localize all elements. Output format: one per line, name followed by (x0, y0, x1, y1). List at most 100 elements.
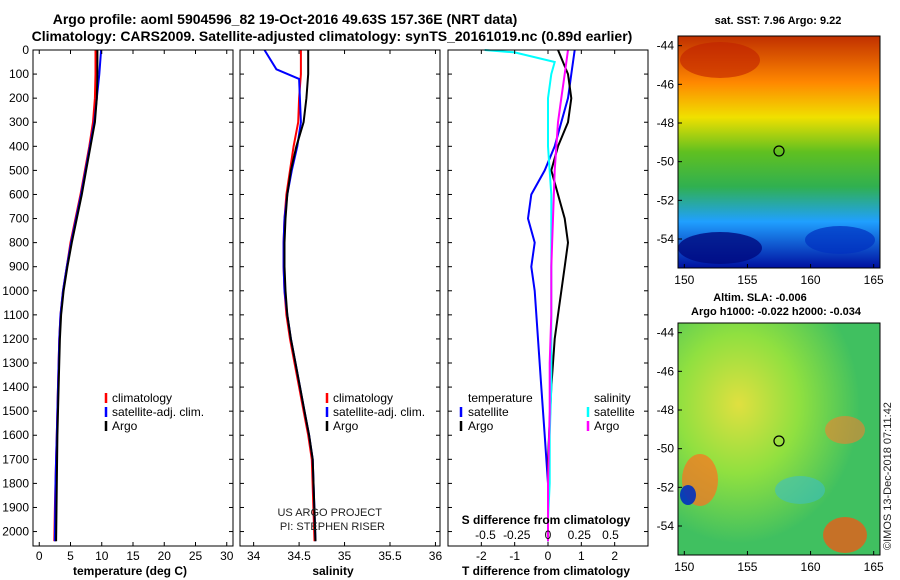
x-tick-label: 35 (338, 549, 352, 563)
series-line-temperature-argo (547, 49, 573, 542)
map-y-tick-label: -46 (657, 77, 675, 91)
depth-tick-label: 1800 (2, 476, 29, 490)
sst-map (677, 35, 881, 269)
legend-label: Argo (468, 419, 494, 433)
sla-argo-location-marker (773, 435, 785, 447)
x-tick-label: 35.5 (378, 549, 402, 563)
legend-label: climatology (333, 391, 393, 405)
s-tick-label: 0.5 (602, 528, 619, 542)
depth-tick-label: 700 (9, 212, 29, 226)
legend-label: satellite-adj. clim. (333, 405, 425, 419)
figure-title-line1: Argo profile: aoml 5904596_82 19-Oct-201… (53, 11, 518, 27)
legend-label: satellite (468, 405, 509, 419)
map-x-tick-label: 155 (737, 560, 757, 574)
legend-label: climatology (112, 391, 172, 405)
map-y-tick-label: -44 (657, 39, 675, 53)
sst-warm-patch (680, 42, 760, 78)
legend-label: satellite (594, 405, 635, 419)
sla-low-1 (680, 485, 696, 505)
x-tick-label: 25 (189, 549, 203, 563)
sla-high-3 (825, 416, 865, 444)
series-line-climatology (282, 50, 316, 542)
sst-map-frame (677, 35, 881, 269)
map-x-tick-label: 165 (864, 560, 884, 574)
depth-tick-label: 2000 (2, 525, 29, 539)
x-tick-label: 15 (126, 549, 140, 563)
sst-cold-patch (678, 232, 762, 264)
x-tick-label: 0 (545, 549, 552, 563)
sla-map-title1: Altim. SLA: -0.006 (713, 292, 807, 304)
depth-tick-label: 400 (9, 139, 29, 153)
difference-panel: -2 -1 0 1 2temperaturesatelliteArgosalinitys… (447, 49, 649, 563)
depth-tick-label: 300 (9, 115, 29, 129)
map-x-tick-label: 155 (737, 273, 757, 287)
sst-map-title: sat. SST: 7.96 Argo: 9.22 (715, 15, 842, 27)
sla-high-2 (823, 517, 867, 553)
project-credit: US ARGO PROJECT (277, 507, 382, 519)
x-tick-label: -2 (476, 549, 487, 563)
x-tick-label: 10 (95, 549, 109, 563)
map-x-tick-label: 160 (801, 273, 821, 287)
map-y-tick-label: -54 (657, 232, 675, 246)
legend-label: Argo (112, 419, 138, 433)
legend-label: Argo (333, 419, 359, 433)
s-tick-label: 0.25 (568, 528, 592, 542)
temperature-xlabel: temperature (deg C) (73, 564, 187, 578)
map-y-tick-label: -50 (657, 442, 675, 456)
map-y-tick-label: -52 (657, 480, 675, 494)
depth-tick-label: 1600 (2, 428, 29, 442)
depth-tick-label: 1500 (2, 404, 29, 418)
depth-tick-label: 1700 (2, 452, 29, 466)
sst-argo-location-marker (773, 145, 785, 157)
depth-tick-label: 800 (9, 236, 29, 250)
depth-tick-label: 1000 (2, 284, 29, 298)
series-line-argo (55, 50, 99, 542)
map-y-tick-label: -50 (657, 155, 675, 169)
map-x-tick-label: 160 (801, 560, 821, 574)
depth-tick-label: 1300 (2, 356, 29, 370)
figure-title-line2: Climatology: CARS2009. Satellite-adjuste… (32, 28, 633, 44)
map-x-tick-label: 165 (864, 273, 884, 287)
x-tick-label: 36 (429, 549, 443, 563)
panel-frame (239, 49, 441, 547)
x-tick-label: -1 (509, 549, 520, 563)
legend-label: Argo (594, 419, 620, 433)
legend-label: satellite-adj. clim. (112, 405, 204, 419)
series-line-satellite-adj-clim- (263, 49, 317, 542)
x-tick-label: 34.5 (287, 549, 311, 563)
series-line-salinity-satellite (484, 49, 556, 542)
x-tick-label: 1 (578, 549, 585, 563)
sla-map (677, 322, 881, 556)
map-y-tick-label: -48 (657, 403, 675, 417)
s-difference-label: S difference from climatology (462, 513, 631, 527)
x-tick-label: 34 (247, 549, 261, 563)
salinity-panel: 34 34.5 35 35.5 36 climatologysatellite-adj. … (239, 49, 443, 563)
series-line-climatology (53, 50, 97, 542)
map-y-tick-label: -54 (657, 519, 675, 533)
sst-map-ticks: -44 -46 -48 -50 -52 -54 150 155 160 165 (657, 39, 884, 287)
depth-tick-label: 500 (9, 163, 29, 177)
x-tick-label: 0 (36, 549, 43, 563)
series-line-salinity-argo (547, 49, 569, 542)
series-line-argo (283, 50, 317, 542)
depth-tick-label: 1100 (3, 308, 29, 322)
x-tick-label: 5 (67, 549, 74, 563)
map-x-tick-label: 150 (674, 560, 694, 574)
depth-tick-label: 1900 (2, 500, 29, 514)
depth-tick-label: 100 (9, 67, 29, 81)
legend-title-temperature: temperature (468, 391, 533, 405)
sst-cold-patch-2 (805, 226, 875, 254)
imos-timestamp: ©IMOS 13-Dec-2018 07:11:42 (882, 402, 894, 550)
s-tick-label: 0 (545, 528, 552, 542)
sla-map-frame (677, 322, 881, 556)
depth-tick-label: 1200 (2, 332, 29, 346)
pi-credit: PI: STEPHEN RISER (280, 521, 385, 533)
legend-title-salinity: salinity (594, 391, 631, 405)
depth-tick-label: 0 (22, 43, 29, 57)
sla-map-ticks: -44 -46 -48 -50 -52 -54 150 155 160 165 (657, 326, 884, 574)
depth-tick-label: 900 (9, 260, 29, 274)
depth-tick-label: 600 (9, 187, 29, 201)
sla-low-2 (775, 476, 825, 504)
depth-tick-label: 200 (9, 91, 29, 105)
